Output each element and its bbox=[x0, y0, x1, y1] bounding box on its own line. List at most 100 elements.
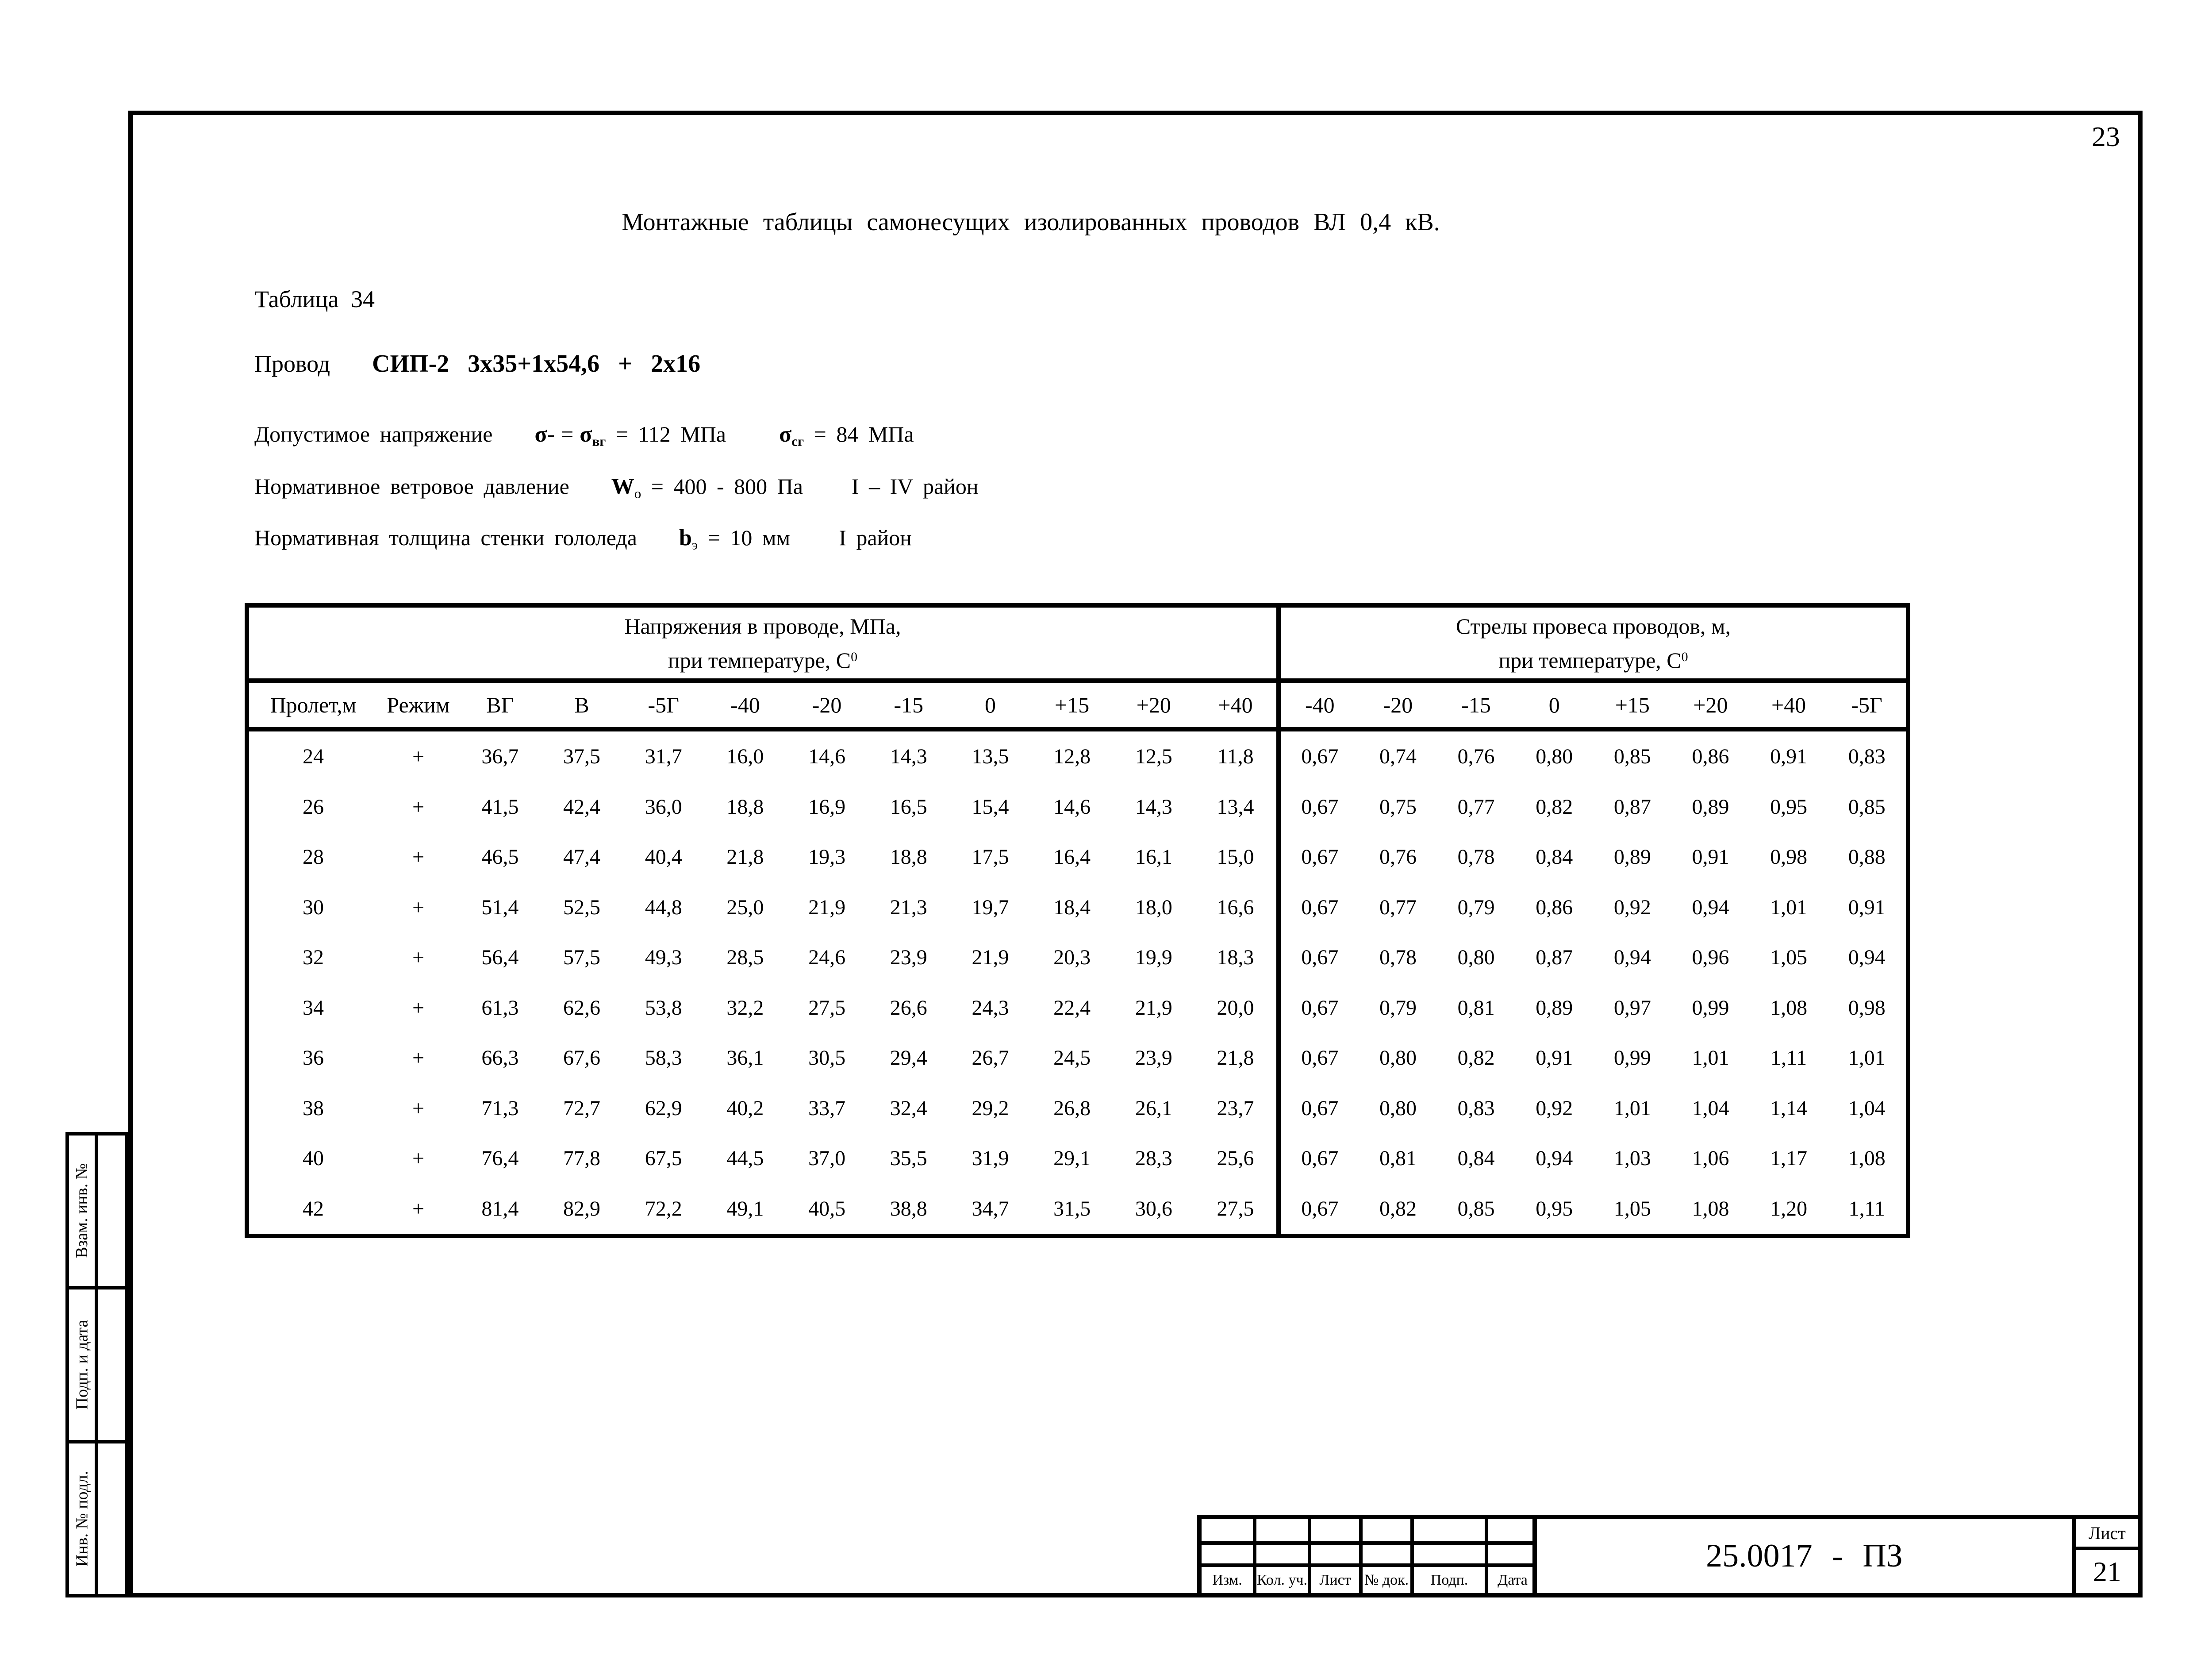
span-cell: 34 bbox=[303, 996, 324, 1020]
column-header: -5Г bbox=[1851, 693, 1882, 717]
span-cell: 36 bbox=[303, 1046, 324, 1070]
stress-cell: 62,9 bbox=[645, 1096, 682, 1120]
table-row: 30 +51,4 52,5 44,8 25,0 21,9 21,3 19,7 18,4 18,0 1… bbox=[249, 882, 1906, 932]
sag-cell: 0,89 bbox=[1613, 845, 1651, 869]
mode-cell: + bbox=[412, 946, 425, 970]
mode-cell: + bbox=[412, 895, 425, 919]
stress-cell: 25,0 bbox=[726, 895, 764, 919]
stress-cell: 30,5 bbox=[808, 1046, 846, 1070]
sag-cell: 0,99 bbox=[1613, 1046, 1651, 1070]
sag-cell: 1,08 bbox=[1692, 1197, 1729, 1220]
stress-cell: 32,2 bbox=[726, 996, 764, 1020]
column-header: +20 bbox=[1693, 693, 1728, 717]
column-header: +15 bbox=[1055, 693, 1090, 717]
stress-cell: 23,7 bbox=[1217, 1096, 1254, 1120]
column-header: Пролет,м bbox=[270, 693, 357, 717]
mode-cell: + bbox=[412, 745, 425, 769]
sag-cell: 0,85 bbox=[1613, 745, 1651, 769]
row-sag-cells: 0,67 0,78 0,80 0,87 0,94 0,96 1,05 0,94 bbox=[1276, 932, 1906, 983]
row-sag-cells: 0,67 0,77 0,79 0,86 0,92 0,94 1,01 0,91 bbox=[1276, 882, 1906, 932]
stress-value-1: = 112 МПа bbox=[615, 422, 726, 447]
stress-cell: 26,8 bbox=[1053, 1096, 1091, 1120]
stress-cell: 33,7 bbox=[808, 1096, 846, 1120]
stress-cell: 23,9 bbox=[890, 946, 927, 970]
column-header-row: Пролет,м Режим ВГ В -5Г -40 -20 -15 0 +15 +20 +40 -… bbox=[249, 683, 1906, 731]
wind-symbol: W bbox=[611, 474, 634, 499]
sigma-vg-symbol: σ bbox=[580, 422, 592, 447]
strip-blank bbox=[98, 1443, 125, 1594]
row-stress-cells: 36 +66,3 67,6 58,3 36,1 30,5 29,4 26,7 24,5 23,9 2… bbox=[249, 1046, 1276, 1070]
stress-cell: 26,1 bbox=[1135, 1096, 1172, 1120]
sag-header: Стрелы провеса проводов, м, при температ… bbox=[1276, 608, 1906, 678]
revision-empty-cell bbox=[1202, 1541, 1253, 1563]
stress-cell: 24,6 bbox=[808, 946, 846, 970]
sag-cell: 0,89 bbox=[1536, 996, 1573, 1020]
row-sag-cells: 0,67 0,81 0,84 0,94 1,03 1,06 1,17 1,08 bbox=[1276, 1133, 1906, 1184]
stress-cell: 49,1 bbox=[726, 1197, 764, 1220]
sag-cell: 0,67 bbox=[1301, 1046, 1339, 1070]
sag-cell: 0,82 bbox=[1379, 1197, 1417, 1220]
sag-cell: 0,98 bbox=[1770, 845, 1808, 869]
wind-zone: I – IV район bbox=[851, 474, 979, 499]
stress-cell: 40,5 bbox=[808, 1197, 846, 1220]
row-stress-cells: 26 +41,5 42,4 36,0 18,8 16,9 16,5 15,4 14,6 14,3 1… bbox=[249, 795, 1276, 819]
stress-cell: 14,3 bbox=[1135, 795, 1172, 819]
stress-cell: 28,5 bbox=[726, 946, 764, 970]
sag-cell: 1,20 bbox=[1770, 1197, 1808, 1220]
stress-cell: 18,4 bbox=[1053, 895, 1091, 919]
revision-empty-cell bbox=[1410, 1519, 1485, 1541]
stress-cell: 30,6 bbox=[1135, 1197, 1172, 1220]
sigma-vg-subscript: вг bbox=[592, 433, 606, 449]
column-header: -5Г bbox=[648, 693, 679, 717]
stress-cell: 16,4 bbox=[1053, 845, 1091, 869]
strip-label-text: Подп. и дата bbox=[73, 1320, 92, 1410]
stress-cell: 49,3 bbox=[645, 946, 682, 970]
revision-empty-cell bbox=[1253, 1541, 1308, 1563]
stress-header: Напряжения в проводе, МПа, при температу… bbox=[249, 608, 1276, 678]
stress-cell: 13,5 bbox=[972, 745, 1009, 769]
ice-symbol-subscript: э bbox=[691, 537, 698, 553]
stress-cell: 12,8 bbox=[1053, 745, 1091, 769]
span-cell: 26 bbox=[303, 795, 324, 819]
strip-label: Взам. инв. № bbox=[69, 1136, 98, 1286]
wind-symbol-subscript: о bbox=[634, 485, 641, 501]
sigma-symbol: σ- bbox=[534, 422, 555, 447]
stress-cell: 14,6 bbox=[808, 745, 846, 769]
stress-cell: 21,3 bbox=[890, 895, 927, 919]
column-header: 0 bbox=[984, 693, 996, 717]
table-row: 42 +81,4 82,9 72,2 49,1 40,5 38,8 34,7 31,5 30,6 2… bbox=[249, 1183, 1906, 1234]
table-caption: Таблица 34 bbox=[254, 286, 375, 312]
sag-cell: 1,11 bbox=[1848, 1197, 1885, 1220]
sag-cell: 0,89 bbox=[1692, 795, 1729, 819]
stress-value-2: = 84 МПа bbox=[814, 422, 914, 447]
sag-cell: 0,91 bbox=[1692, 845, 1729, 869]
stress-cell: 21,9 bbox=[972, 946, 1009, 970]
sag-cell: 0,67 bbox=[1301, 895, 1339, 919]
sag-cell: 0,81 bbox=[1379, 1147, 1417, 1170]
row-sag-cells: 0,67 0,75 0,77 0,82 0,87 0,89 0,95 0,85 bbox=[1276, 781, 1906, 832]
sag-cell: 0,78 bbox=[1379, 946, 1417, 970]
sigma-sg-subscript: сг bbox=[791, 433, 804, 449]
sag-cell: 0,67 bbox=[1301, 745, 1339, 769]
ice-value: = 10 мм bbox=[707, 525, 791, 550]
sag-header-line2: при температуре, С0 bbox=[1498, 647, 1688, 673]
column-header: Режим bbox=[387, 693, 450, 717]
sag-cell: 1,04 bbox=[1692, 1096, 1729, 1120]
stress-cell: 20,3 bbox=[1053, 946, 1091, 970]
sag-cell: 1,04 bbox=[1848, 1096, 1886, 1120]
sag-cell: 0,87 bbox=[1536, 946, 1573, 970]
row-stress-cells: 28 +46,5 47,4 40,4 21,8 19,3 18,8 17,5 16,4 16,1 1… bbox=[249, 845, 1276, 869]
stress-header-line2: при температуре, С0 bbox=[668, 647, 858, 673]
stress-cell: 67,5 bbox=[645, 1147, 682, 1170]
sag-cell: 0,91 bbox=[1770, 745, 1808, 769]
stress-cell: 77,8 bbox=[563, 1147, 601, 1170]
sag-cell: 0,80 bbox=[1536, 745, 1573, 769]
mode-cell: + bbox=[412, 996, 425, 1020]
stress-cell: 21,9 bbox=[1135, 996, 1172, 1020]
column-header: -20 bbox=[1383, 693, 1413, 717]
sag-cell: 0,82 bbox=[1536, 795, 1573, 819]
stress-cell: 13,4 bbox=[1217, 795, 1254, 819]
revision-header: № док. bbox=[1359, 1563, 1410, 1593]
sag-cell: 0,94 bbox=[1613, 946, 1651, 970]
table-header: Напряжения в проводе, МПа, при температу… bbox=[249, 608, 1906, 683]
